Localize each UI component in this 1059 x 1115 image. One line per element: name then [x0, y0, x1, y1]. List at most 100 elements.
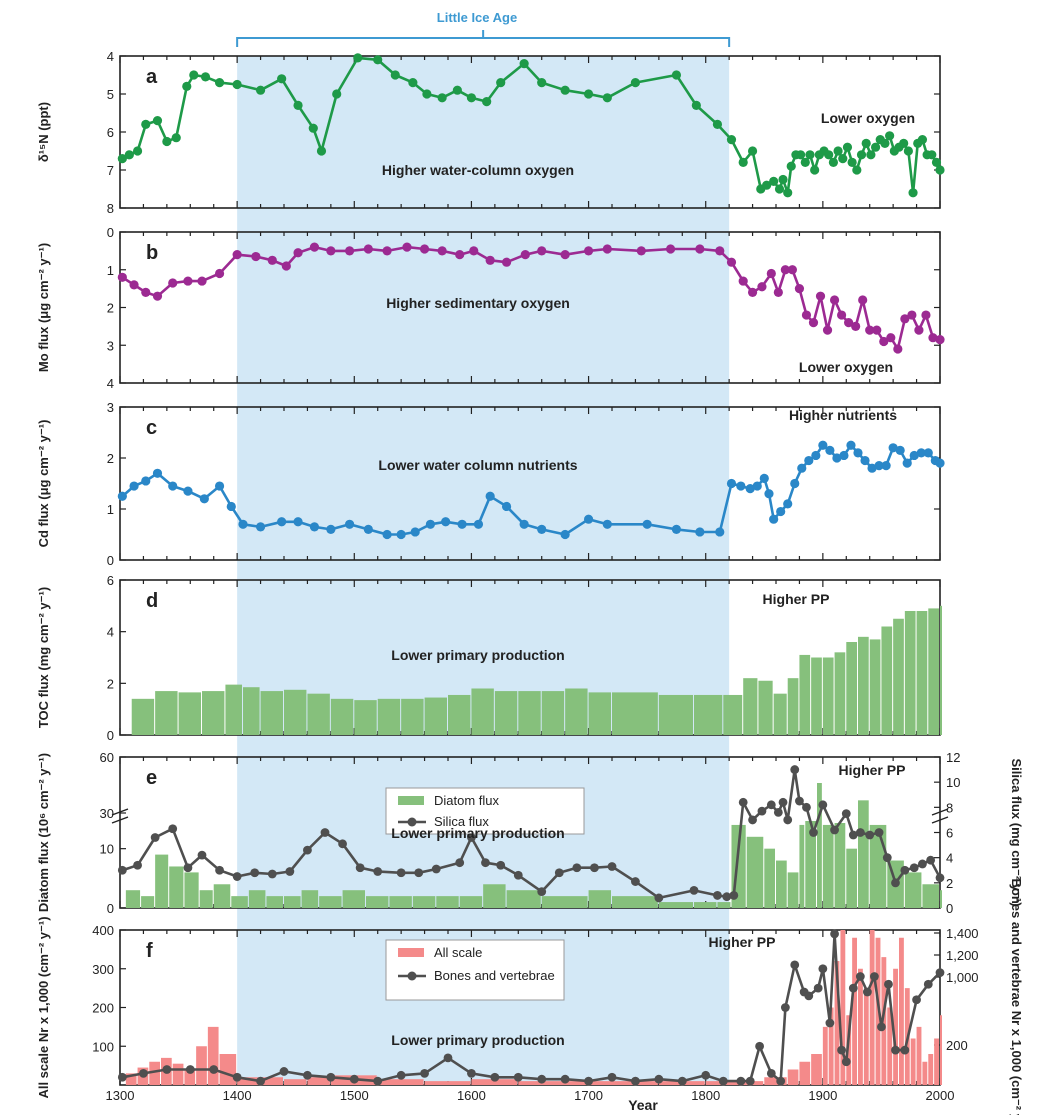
panel-b-ytick: 3: [107, 338, 114, 353]
panel-e-bar: [155, 854, 169, 908]
panel-c-point: [583, 514, 594, 524]
panel-b-point: [801, 310, 812, 320]
legend-swatch-bars: [398, 948, 424, 957]
panel-b-point: [695, 244, 705, 254]
panel-f-bar: [858, 968, 863, 1085]
panel-b-point: [485, 255, 495, 265]
panel-e-bar: [717, 902, 731, 908]
panel-d-bar: [787, 678, 799, 735]
panel-c-point: [537, 524, 547, 535]
panel-e-bar: [301, 890, 319, 908]
panel-b-point: [928, 333, 938, 343]
panel-e-bar: [764, 848, 775, 908]
panel-e-annotation: Higher PP: [839, 762, 906, 778]
panel-c-point: [874, 461, 884, 471]
panel-c-point: [199, 494, 209, 504]
panel-f-bar: [518, 1081, 588, 1085]
panel-c-point: [255, 522, 266, 532]
panel-c-point: [832, 453, 842, 463]
panel-a-point: [796, 150, 806, 160]
x-tick-label: 1300: [106, 1088, 135, 1103]
panel-a-point: [774, 184, 785, 194]
panel-a-point: [870, 142, 881, 152]
panel-f-annotation: Lower primary production: [391, 1032, 564, 1048]
panel-c-point: [326, 524, 336, 535]
panel-d-bar: [612, 692, 658, 735]
panel-c-point: [277, 517, 287, 527]
panel-a-point: [630, 78, 641, 88]
panel-f-bones-point: [326, 1072, 336, 1082]
panel-e-silica-point: [250, 868, 260, 878]
panel-a: a 4 5 6 7 8 δ¹⁵N (ppt) Higher water-column oxyg…: [36, 49, 945, 216]
panel-e-bar: [436, 896, 459, 908]
panel-f-bones-point: [804, 991, 814, 1001]
panel-a-point: [927, 150, 937, 160]
panel-b-ytick: 1: [107, 263, 114, 278]
panel-b-point: [886, 333, 896, 343]
panel-f-bones-point: [830, 929, 839, 939]
panel-a-point: [452, 85, 462, 95]
panel-c-ytick: 0: [107, 553, 114, 568]
panel-b-point: [921, 310, 931, 320]
panel-c-ytick: 2: [107, 451, 114, 466]
panel-f-bar: [869, 930, 875, 1085]
panel-e-silica-point: [848, 830, 858, 840]
panel-f-bar: [822, 1026, 828, 1085]
panel-f-bar: [893, 968, 898, 1085]
x-tick-label: 1900: [808, 1088, 837, 1103]
panel-f-bar: [840, 930, 846, 1085]
panel-f-bones-point: [185, 1065, 195, 1074]
panel-b-point: [935, 334, 945, 345]
panel-a-point: [778, 174, 788, 185]
panel-f-letter: f: [146, 940, 153, 962]
panel-b-point: [363, 244, 373, 254]
panel-b-point: [808, 318, 819, 328]
panel-d-bar: [307, 693, 330, 735]
panel-e-silica-point: [874, 828, 884, 837]
panel-e-bar: [366, 896, 389, 908]
panel-f-bones-point: [818, 964, 828, 974]
panel-a-point: [189, 70, 199, 80]
panel-e-bar: [805, 821, 816, 908]
panel-b-point: [402, 242, 412, 252]
panel-d-bar: [940, 605, 942, 735]
panel-b-ytick: 2: [107, 301, 114, 316]
panel-f-bar: [125, 1073, 137, 1085]
panel-f-bones-point: [877, 1022, 886, 1032]
panel-a-point: [182, 81, 192, 91]
panel-b-point: [822, 325, 833, 335]
panel-f-bones-point: [891, 1045, 900, 1055]
panel-e-silica-point: [865, 830, 875, 840]
panel-f-bar: [588, 1081, 658, 1085]
panel-d-bar: [799, 654, 811, 735]
panel-f-bar: [828, 1007, 834, 1085]
panel-f-bar: [764, 1077, 787, 1085]
panel-f-bones-point: [631, 1076, 640, 1086]
panel-c-point: [293, 517, 303, 527]
panel-f-bar: [196, 1046, 207, 1085]
panel-e-ytick-right: 2: [946, 876, 953, 891]
legend-box: [385, 787, 585, 835]
panel-f-bones-point: [303, 1070, 312, 1080]
panel-c-point: [642, 519, 652, 529]
panel-e-ytick-right: 10: [946, 775, 960, 790]
panel-e-bar: [588, 890, 611, 908]
panel-a-point: [769, 176, 779, 186]
panel-b: b 0 1 2 3 4 Mo flux (μg cm⁻² y⁻¹) Higher sedime…: [36, 225, 945, 391]
panel-b-point: [602, 244, 612, 254]
panel-f-bar: [899, 937, 904, 1085]
panel-b-point: [232, 250, 242, 260]
panel-b-ylabel: Mo flux (μg cm⁻² y⁻¹): [36, 243, 51, 372]
panel-e-silica-point: [926, 855, 936, 865]
panel-f-bones-point: [560, 1074, 570, 1084]
panel-e-silica-point: [537, 887, 547, 897]
panel-a-point: [560, 85, 570, 95]
panel-d-bar: [565, 688, 588, 735]
panel-a-point: [373, 55, 383, 65]
panel-f-bones-point: [209, 1065, 219, 1074]
panel-b-point: [747, 287, 758, 297]
panel-e-bar: [940, 890, 942, 908]
panel-d-bar: [588, 692, 611, 735]
panel-c-point: [117, 491, 127, 501]
panel-b-point: [829, 295, 840, 305]
